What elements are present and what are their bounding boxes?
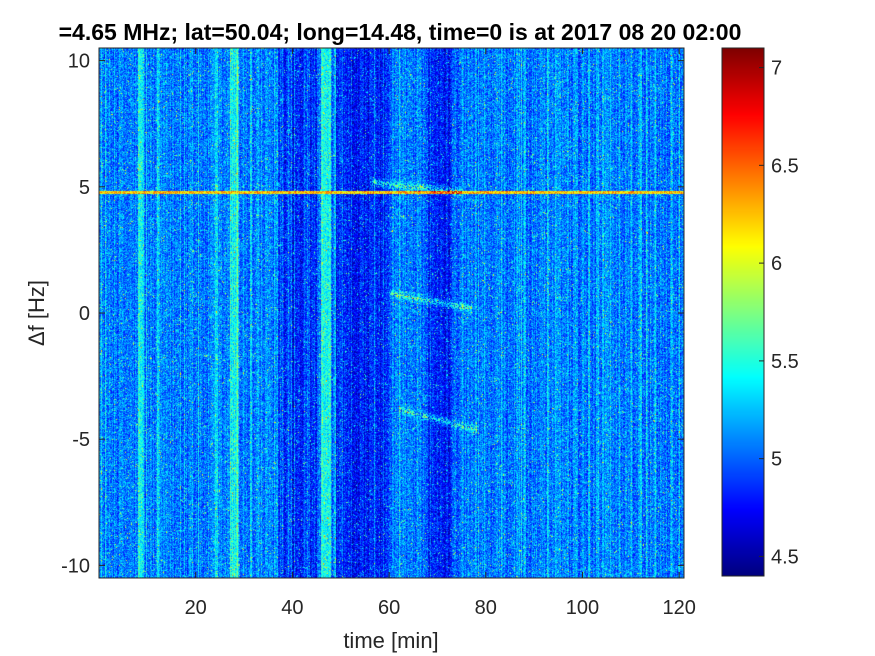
x-tick-label: 80: [475, 597, 497, 619]
colorbar-tick-label: 4.5: [771, 546, 799, 568]
x-tick-label: 20: [185, 597, 207, 619]
x-tick-label: 40: [281, 597, 303, 619]
colorbar-frame: [721, 47, 765, 577]
colorbar: [721, 47, 765, 577]
spectrogram-heatmap: [99, 48, 684, 578]
colorbar-tick-label: 7: [771, 58, 782, 80]
x-tick-label: 60: [378, 597, 400, 619]
y-axis: 10 5 0 -5 -10: [61, 51, 684, 577]
x-tick-label: 120: [662, 597, 695, 619]
x-tick-label: 100: [566, 597, 599, 619]
colorbar-tick-label: 6.5: [771, 155, 799, 177]
y-tick-label: 5: [79, 177, 90, 199]
y-tick-label: -10: [61, 555, 90, 577]
colorbar-tick-label: 5.5: [771, 351, 799, 373]
x-axis-label: time [min]: [343, 628, 438, 653]
y-tick-label: 0: [79, 303, 90, 325]
colorbar-tick-label: 6: [771, 253, 782, 275]
y-tick-label: -5: [72, 429, 90, 451]
x-axis: 20 40 60 80 100 120: [185, 48, 696, 619]
colorbar-gradient: [722, 48, 764, 576]
colorbar-ticks: 7 6.5 6 5.5 5 4.5: [759, 58, 799, 568]
colorbar-tick-label: 5: [771, 449, 782, 471]
y-tick-label: 10: [68, 51, 90, 73]
y-axis-label: Δf [Hz]: [24, 280, 49, 346]
plot-area: [98, 47, 685, 579]
chart-title: =4.65 MHz; lat=50.04; long=14.48, time=0…: [59, 19, 742, 45]
